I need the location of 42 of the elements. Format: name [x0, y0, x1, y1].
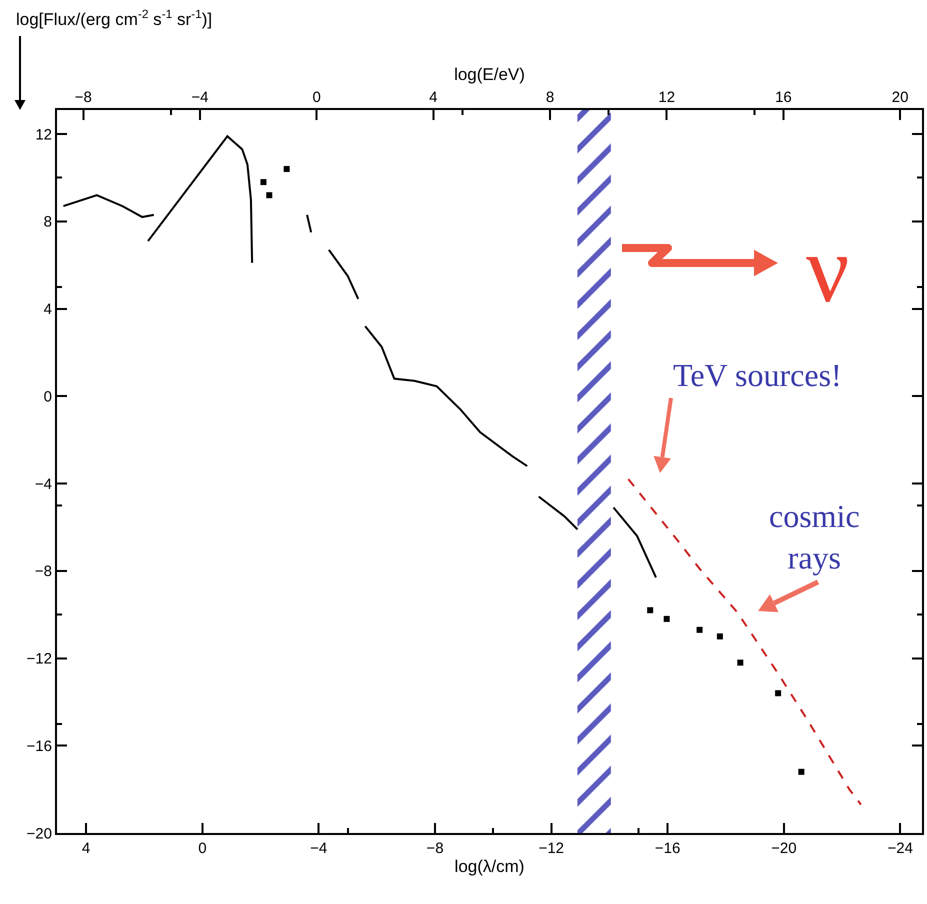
- y-tick-label: −8: [34, 563, 52, 580]
- point: [696, 626, 703, 633]
- x-tick-label: −20: [771, 840, 797, 857]
- y-tick-label: 4: [44, 301, 52, 318]
- x-axis-title: log(λ/cm): [454, 856, 524, 876]
- x-tick-label: 4: [82, 840, 90, 857]
- annotation: cosmic rays: [769, 498, 860, 576]
- x2-tick-label: 20: [892, 89, 908, 106]
- y-axis-title: log[Flux/(erg cm$^{-2}$ s$^{-1}$ sr$^{-1}$)]: [16, 7, 212, 30]
- point: [798, 768, 804, 775]
- point: [664, 616, 670, 622]
- y-tick-label: −4: [34, 476, 52, 493]
- x2-tick-label: 12: [658, 89, 676, 106]
- y-tick-label: −16: [26, 738, 52, 755]
- x2-tick-label: −4: [191, 89, 209, 106]
- x2-tick-label: 16: [775, 89, 792, 106]
- x-tick-label: −4: [310, 840, 328, 857]
- line-series: [627, 478, 862, 806]
- point: [266, 192, 272, 198]
- y-tick-label: 8: [44, 214, 52, 231]
- x2-tick-label: −8: [74, 89, 92, 106]
- point: [647, 607, 654, 614]
- annotation: TeV sources!: [673, 357, 842, 393]
- y-tick-label: 0: [44, 388, 52, 406]
- point: [284, 166, 290, 172]
- x2-tick-label: 8: [546, 89, 554, 106]
- y-tick-label: 12: [35, 126, 52, 144]
- point: [260, 179, 266, 186]
- x-tick-label: −8: [426, 840, 444, 857]
- y-tick-label: −20: [26, 825, 52, 842]
- point: [737, 660, 744, 666]
- point: [716, 633, 723, 640]
- x-tick-label: −24: [887, 840, 913, 857]
- annotation: ν: [806, 215, 850, 322]
- y-tick-label: −12: [26, 650, 52, 668]
- x2-tick-label: 4: [429, 89, 438, 106]
- x-tick-label: −16: [654, 840, 680, 857]
- x-tick-label: 0: [198, 840, 207, 857]
- point: [775, 690, 782, 696]
- x-tick-label: −12: [538, 840, 564, 857]
- x2-tick-label: 0: [312, 89, 321, 106]
- x2-axis-title: log(E/eV): [454, 65, 525, 84]
